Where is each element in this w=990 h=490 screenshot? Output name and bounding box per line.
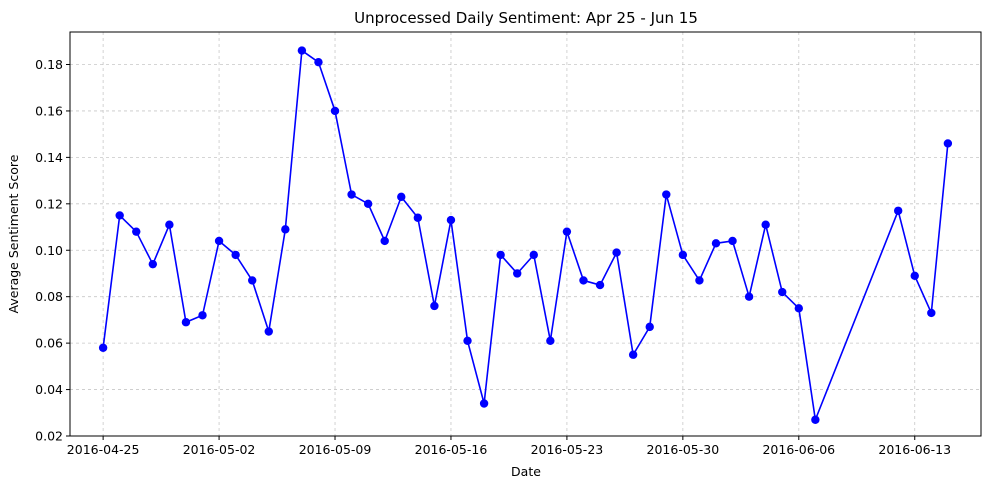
- data-point: [910, 271, 919, 280]
- y-tick-label: 0.08: [35, 289, 63, 304]
- data-point: [463, 336, 472, 346]
- data-point: [513, 269, 522, 278]
- x-tick-label: 2016-06-13: [878, 442, 951, 457]
- data-point: [231, 250, 240, 260]
- data-point: [198, 311, 207, 320]
- x-tick-label: 2016-05-09: [299, 442, 372, 457]
- data-point: [662, 190, 671, 199]
- y-tick-label: 0.18: [35, 57, 63, 72]
- data-point: [645, 322, 654, 332]
- data-point: [943, 139, 953, 148]
- data-point: [562, 227, 572, 236]
- data-point: [98, 343, 108, 352]
- data-point: [546, 336, 555, 346]
- y-tick-label: 0.10: [35, 243, 63, 258]
- data-point: [264, 327, 273, 336]
- data-point: [811, 415, 820, 424]
- plot-frame: [69, 31, 982, 437]
- data-point: [695, 276, 704, 285]
- y-tick-label: 0.12: [35, 196, 63, 211]
- x-tick-label: 2016-05-16: [415, 442, 488, 457]
- data-point: [132, 227, 141, 236]
- data-point: [165, 220, 174, 229]
- data-point: [446, 215, 456, 225]
- data-point: [297, 46, 307, 55]
- data-point: [496, 250, 505, 260]
- x-tick-label: 2016-05-30: [647, 442, 720, 457]
- data-point: [248, 276, 257, 285]
- data-point: [761, 220, 770, 229]
- data-point: [711, 239, 721, 248]
- chart-title: Unprocessed Daily Sentiment: Apr 25 - Ju…: [354, 9, 698, 27]
- data-point: [893, 206, 903, 215]
- y-tick-label: 0.04: [35, 382, 63, 397]
- data-point: [380, 236, 389, 246]
- data-point: [612, 248, 621, 257]
- y-tick-label: 0.06: [35, 336, 63, 351]
- x-axis-label: Date: [511, 464, 541, 479]
- data-point: [281, 225, 290, 234]
- x-axis: 2016-04-25 2016-05-02 2016-05-09 2016-05-16…: [67, 436, 951, 457]
- series-line: [102, 49, 949, 421]
- data-point: [778, 287, 787, 297]
- data-point: [529, 250, 538, 260]
- data-point: [579, 276, 588, 285]
- data-point: [214, 236, 224, 246]
- data-point: [430, 301, 439, 311]
- data-point: [413, 213, 423, 222]
- data-point: [794, 304, 803, 313]
- data-point: [115, 211, 124, 220]
- y-axis-label: Average Sentiment Score: [6, 154, 21, 313]
- data-point: [181, 318, 191, 327]
- data-point: [314, 57, 323, 67]
- x-tick-label: 2016-05-02: [183, 442, 256, 457]
- y-tick-label: 0.16: [35, 103, 63, 118]
- data-point: [363, 199, 373, 209]
- x-tick-label: 2016-04-25: [67, 442, 140, 457]
- data-layer: [98, 46, 953, 424]
- data-point: [744, 292, 754, 301]
- y-tick-label: 0.14: [35, 150, 63, 165]
- x-tick-label: 2016-05-23: [531, 442, 604, 457]
- grid-layer: [70, 32, 981, 437]
- data-point: [728, 236, 737, 246]
- y-axis: 0.02 0.04 0.06 0.08 0.10 0.12 0.14 0.16 0.18: [35, 57, 70, 444]
- data-point: [927, 308, 936, 318]
- data-point: [347, 190, 356, 199]
- data-point: [330, 106, 340, 116]
- data-point: [148, 259, 158, 269]
- data-point: [628, 350, 638, 359]
- x-tick-label: 2016-06-06: [762, 442, 835, 457]
- data-point: [479, 399, 489, 408]
- data-point: [595, 280, 605, 290]
- data-point: [397, 192, 406, 202]
- y-tick-label: 0.02: [35, 429, 63, 444]
- data-point: [678, 250, 688, 260]
